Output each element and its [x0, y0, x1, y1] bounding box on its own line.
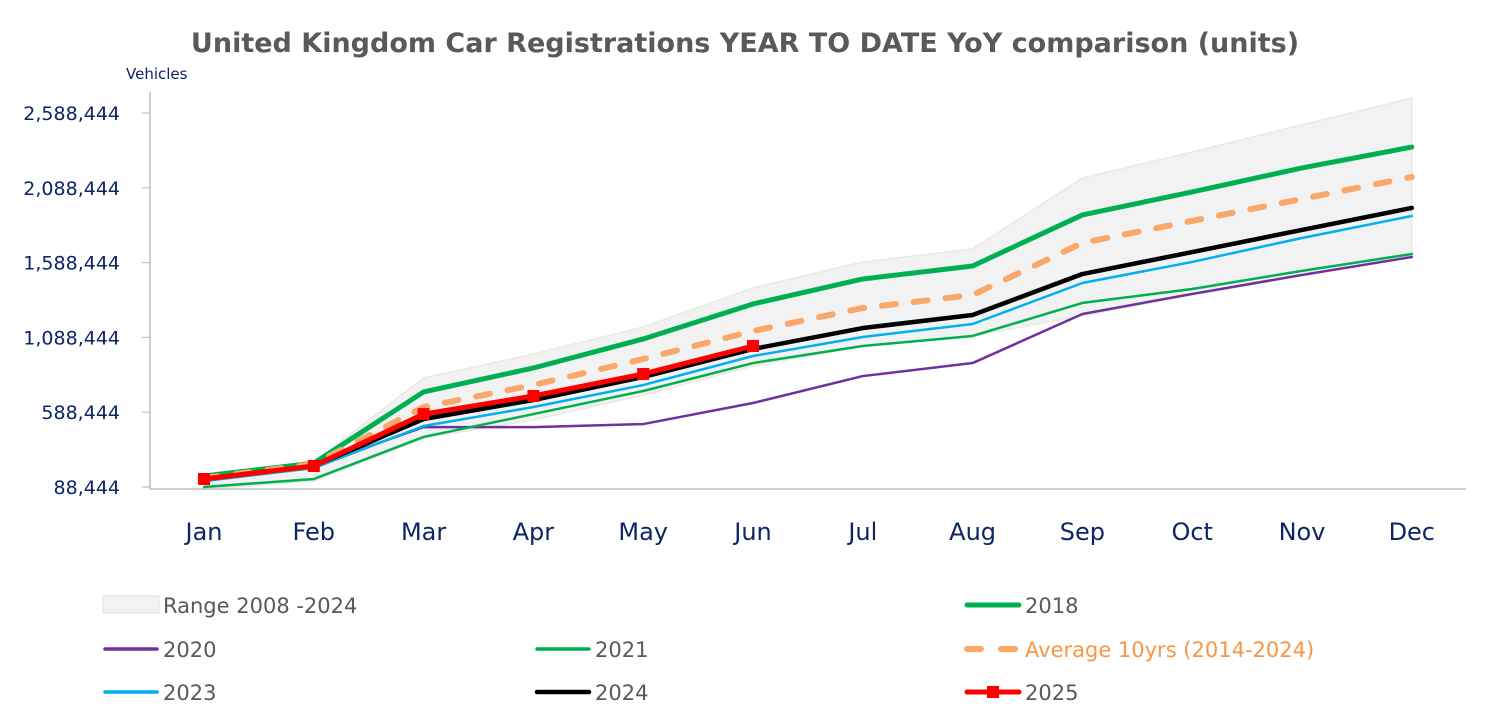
legend-swatch-range [102, 595, 160, 614]
legend-label: Average 10yrs (2014-2024) [1025, 638, 1314, 662]
x-tick-label: May [618, 518, 668, 546]
legend: Range 2008 -2024 2018 2020 2021 Average 10yr… [102, 594, 1314, 705]
legend-item-2021: 2021 [535, 638, 648, 662]
x-tick-label: Dec [1389, 518, 1435, 546]
series-line-2023 [202, 214, 1414, 483]
legend-label: 2020 [163, 638, 216, 662]
y-tick-label: 2,588,444 [23, 103, 120, 125]
legend-label: Range 2008 -2024 [163, 594, 357, 618]
x-tick-label: Apr [513, 518, 555, 546]
legend-item-2018: 2018 [964, 594, 1078, 618]
x-tick-label: Jul [846, 518, 877, 546]
data-point-2025 [417, 408, 430, 421]
x-tick-label: Mar [401, 518, 446, 546]
y-tick-label: 88,444 [54, 477, 120, 499]
legend-item-2024: 2024 [534, 681, 648, 705]
y-tick-label: 1,088,444 [23, 327, 120, 349]
y-axis-label: Vehicles [126, 65, 188, 83]
x-ticks: Jan Feb Mar Apr May Jun Jul Aug Sep Oct Nov Dec [184, 518, 1436, 546]
data-point-2025 [198, 472, 210, 485]
series-line-2021 [202, 252, 1414, 489]
legend-label: 2024 [595, 681, 648, 705]
x-tick-label: Aug [949, 518, 996, 546]
axes [149, 92, 1466, 490]
series-line-2024 [201, 205, 1415, 482]
legend-item-2023: 2023 [103, 681, 216, 705]
data-point-2025 [637, 367, 650, 380]
series-line-2025 [201, 343, 756, 482]
legend-item-2020: 2020 [103, 638, 216, 662]
x-tick-label: Nov [1279, 518, 1326, 546]
series-line-2018 [201, 144, 1415, 479]
data-point-2025 [527, 389, 540, 402]
x-tick-label: Jan [184, 518, 223, 546]
legend-item-avg: Average 10yrs (2014-2024) [964, 638, 1314, 662]
y-ticks: 88,444 588,444 1,088,444 1,588,444 2,088,444… [23, 103, 150, 499]
legend-label: 2023 [163, 681, 216, 705]
data-point-2025 [307, 459, 320, 472]
legend-label: 2021 [595, 638, 648, 662]
legend-marker-2025 [987, 686, 999, 698]
series-layer [198, 144, 1415, 489]
x-tick-label: Jun [732, 518, 772, 546]
legend-label: 2018 [1025, 594, 1078, 618]
x-tick-label: Oct [1171, 518, 1213, 546]
y-tick-label: 588,444 [41, 402, 120, 424]
x-tick-label: Feb [293, 518, 336, 546]
legend-item-range: Range 2008 -2024 [102, 594, 357, 618]
chart-title: United Kingdom Car Registrations YEAR TO… [191, 28, 1299, 59]
y-tick-label: 1,588,444 [23, 253, 120, 275]
legend-label: 2025 [1025, 681, 1078, 705]
x-tick-label: Sep [1060, 518, 1105, 546]
y-tick-label: 2,088,444 [23, 178, 120, 200]
legend-item-2025: 2025 [964, 681, 1078, 705]
data-point-2025 [747, 339, 759, 352]
